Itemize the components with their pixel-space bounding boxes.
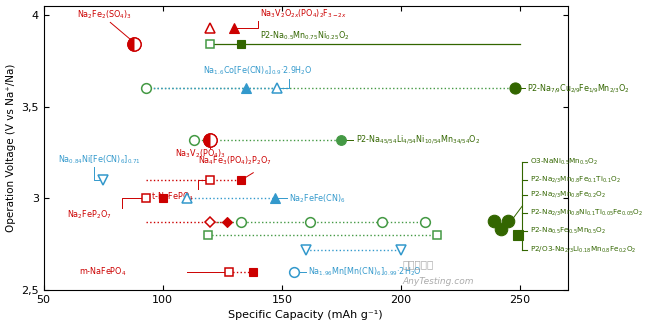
Text: P2-Na$_{45/54}$Li$_{4/54}$Ni$_{10/54}$Mn$_{34/54}$O$_2$: P2-Na$_{45/54}$Li$_{4/54}$Ni$_{10/54}$Mn…	[356, 133, 480, 146]
Text: Na$_{1.6}$Co[Fe(CN)$_6$]$_{0.9}$·2.9H$_2$O: Na$_{1.6}$Co[Fe(CN)$_6$]$_{0.9}$·2.9H$_2…	[203, 65, 313, 77]
Text: 嘉峪检测网: 嘉峪检测网	[402, 259, 434, 269]
Text: P2-Na$_{2/3}$Mn$_{0.8}$Ni$_{0.1}$Ti$_{0.05}$Fe$_{0.05}$O$_2$: P2-Na$_{2/3}$Mn$_{0.8}$Ni$_{0.1}$Ti$_{0.…	[530, 208, 643, 218]
Text: Na$_2$FeFe(CN)$_6$: Na$_2$FeFe(CN)$_6$	[289, 192, 346, 205]
Text: Na$_{1.96}$Mn[Mn(CN)$_6$]$_{0.99}$·2H$_2$O: Na$_{1.96}$Mn[Mn(CN)$_6$]$_{0.99}$·2H$_2…	[308, 265, 422, 278]
Text: P2-Na$_{2/3}$Mn$_{0.8}$Fe$_{0.1}$Ti$_{0.1}$O$_2$: P2-Na$_{2/3}$Mn$_{0.8}$Fe$_{0.1}$Ti$_{0.…	[530, 175, 621, 185]
Text: Na$_3$V$_2$(PO$_4$)$_3$: Na$_3$V$_2$(PO$_4$)$_3$	[175, 148, 226, 160]
X-axis label: Specific Capacity (mAh g⁻¹): Specific Capacity (mAh g⁻¹)	[228, 310, 383, 320]
Text: P2-Na$_{0.5}$Mn$_{0.75}$Ni$_{0.25}$O$_2$: P2-Na$_{0.5}$Mn$_{0.75}$Ni$_{0.25}$O$_2$	[261, 29, 350, 42]
Text: AnyTesting.com: AnyTesting.com	[402, 277, 474, 286]
Text: Na$_{0.84}$Ni[Fe(CN)$_6$]$_{0.71}$: Na$_{0.84}$Ni[Fe(CN)$_6$]$_{0.71}$	[58, 154, 140, 166]
Text: P2/O3-Na$_{2/3}$Li$_{0.18}$Mn$_{0.8}$Fe$_{0.2}$O$_2$: P2/O3-Na$_{2/3}$Li$_{0.18}$Mn$_{0.8}$Fe$…	[530, 244, 636, 255]
Text: P2-Na$_{7/9}$Cu$_{2/9}$Fe$_{1/9}$Mn$_{2/3}$O$_2$: P2-Na$_{7/9}$Cu$_{2/9}$Fe$_{1/9}$Mn$_{2/…	[527, 82, 630, 95]
Text: Na$_2$FeP$_2$O$_7$: Na$_2$FeP$_2$O$_7$	[68, 208, 112, 221]
Text: Na$_4$Fe$_3$(PO$_4$)$_2$P$_2$O$_7$: Na$_4$Fe$_3$(PO$_4$)$_2$P$_2$O$_7$	[198, 155, 272, 167]
Text: t-NaFePO$_4$: t-NaFePO$_4$	[151, 190, 194, 203]
Text: O3-NaNi$_{0.5}$Mn$_{0.5}$O$_2$: O3-NaNi$_{0.5}$Mn$_{0.5}$O$_2$	[530, 156, 598, 167]
Text: Na$_3$V$_2$O$_{2x}$(PO$_4$)$_2$F$_{3-2x}$: Na$_3$V$_2$O$_{2x}$(PO$_4$)$_2$F$_{3-2x}…	[261, 7, 347, 20]
Text: Na$_2$Fe$_2$(SO$_4$)$_3$: Na$_2$Fe$_2$(SO$_4$)$_3$	[77, 8, 132, 21]
Text: P2-Na$_{0.5}$Fe$_{0.5}$Mn$_{0.5}$O$_2$: P2-Na$_{0.5}$Fe$_{0.5}$Mn$_{0.5}$O$_2$	[530, 226, 606, 236]
Text: m-NaFePO$_4$: m-NaFePO$_4$	[79, 265, 127, 278]
Text: P2-Na$_{2/3}$Mn$_{0.8}$Fe$_{0.2}$O$_2$: P2-Na$_{2/3}$Mn$_{0.8}$Fe$_{0.2}$O$_2$	[530, 189, 606, 200]
Y-axis label: Operation Voltage (V vs Na⁺/Na): Operation Voltage (V vs Na⁺/Na)	[6, 64, 16, 232]
